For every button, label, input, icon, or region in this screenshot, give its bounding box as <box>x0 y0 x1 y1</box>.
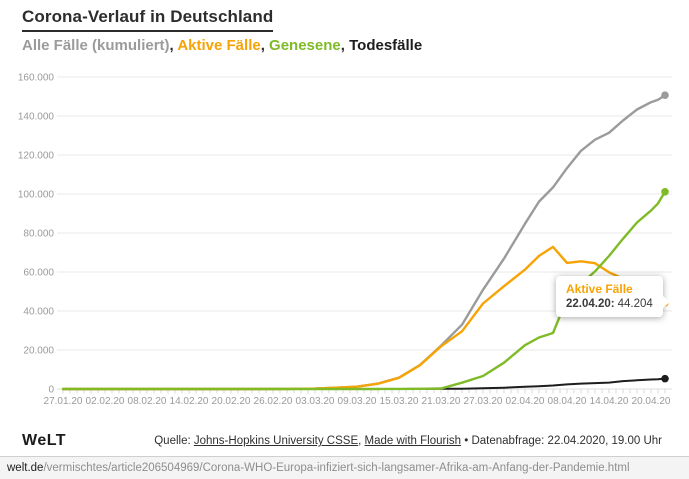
svg-text:100.000: 100.000 <box>18 190 55 201</box>
legend-item-alle-faelle: Alle Fälle (kumuliert) <box>22 37 170 54</box>
svg-text:27.03.20: 27.03.20 <box>464 396 503 407</box>
series-genesene[interactable] <box>61 187 669 391</box>
svg-text:09.03.20: 09.03.20 <box>338 396 377 407</box>
svg-text:140.000: 140.000 <box>18 112 55 123</box>
series-end-marker[interactable] <box>661 374 669 383</box>
series-todesf-lle[interactable] <box>62 374 669 390</box>
legend-item-genesene: Genesene <box>269 37 341 54</box>
source-attribution: Quelle: Johns-Hopkins University CSSE, M… <box>154 435 662 447</box>
y-axis-labels: 0 20.000 40.000 60.000 80.000 100.000 120.000 1… <box>18 73 55 396</box>
url-domain: welt.de <box>7 462 44 474</box>
legend-separator: , <box>260 37 270 54</box>
svg-text:14.02.20: 14.02.20 <box>170 396 209 407</box>
tooltip-series-name: Aktive Fälle <box>566 282 633 296</box>
footer: WeLT Quelle: Johns-Hopkins University CS… <box>0 430 689 452</box>
source-link-jhu[interactable]: Johns-Hopkins University CSSE <box>193 435 359 447</box>
y-gridlines <box>57 76 672 390</box>
svg-text:03.03.20: 03.03.20 <box>296 396 335 407</box>
svg-text:21.03.20: 21.03.20 <box>422 396 461 407</box>
welt-logo: WeLT <box>22 432 67 449</box>
tooltip: Aktive Fälle 22.04.20: 44.204 <box>556 276 670 317</box>
svg-text:14.04.20: 14.04.20 <box>590 396 629 407</box>
chart-title: Corona-Verlauf in Deutschland <box>22 7 274 32</box>
legend-item-todesfaelle: Todesfälle <box>349 37 423 54</box>
tooltip-value-line: 22.04.20: 44.204 <box>566 298 653 310</box>
source-separator: , <box>358 435 365 447</box>
svg-text:20.04.20: 20.04.20 <box>632 396 671 407</box>
chart-legend: Alle Fälle (kumuliert), Aktive Fälle, Ge… <box>22 37 422 54</box>
x-axis-labels: 27.01.20 02.02.20 08.02.20 14.02.20 20.02.20… <box>44 396 671 407</box>
svg-text:26.02.20: 26.02.20 <box>254 396 293 407</box>
svg-text:160.000: 160.000 <box>18 73 55 84</box>
svg-text:40.000: 40.000 <box>23 307 54 318</box>
source-suffix: • Datenabfrage: 22.04.2020, 19.00 Uhr <box>461 435 662 447</box>
legend-item-aktive-faelle: Aktive Fälle <box>177 37 261 54</box>
svg-text:80.000: 80.000 <box>23 229 54 240</box>
series-alle-f-lle-kumuliert[interactable] <box>61 91 669 391</box>
legend-separator: , <box>169 37 178 54</box>
tooltip-notch <box>662 296 670 308</box>
chart-header: Corona-Verlauf in Deutschland <box>22 7 274 32</box>
svg-text:08.04.20: 08.04.20 <box>548 396 587 407</box>
series-end-marker[interactable] <box>661 91 669 100</box>
svg-text:60.000: 60.000 <box>23 268 54 279</box>
legend-separator: , <box>340 37 350 54</box>
svg-text:27.01.20: 27.01.20 <box>44 396 83 407</box>
svg-text:20.000: 20.000 <box>23 346 54 357</box>
tooltip-date: 22.04.20: <box>566 298 615 310</box>
svg-text:20.02.20: 20.02.20 <box>212 396 251 407</box>
svg-text:120.000: 120.000 <box>18 151 55 162</box>
tooltip-value: 44.204 <box>617 298 653 310</box>
svg-text:02.02.20: 02.02.20 <box>86 396 125 407</box>
url-bar[interactable]: welt.de/vermischtes/article206504969/Cor… <box>0 456 689 479</box>
svg-text:15.03.20: 15.03.20 <box>380 396 419 407</box>
svg-text:0: 0 <box>48 385 54 396</box>
svg-text:08.02.20: 08.02.20 <box>128 396 167 407</box>
url-path: /vermischtes/article206504969/Corona-WHO… <box>43 462 630 474</box>
svg-text:02.04.20: 02.04.20 <box>506 396 545 407</box>
source-link-flourish[interactable]: Made with Flourish <box>364 435 462 447</box>
source-prefix: Quelle: <box>154 435 194 447</box>
series-aktive-f-lle[interactable] <box>61 245 669 391</box>
series-end-marker[interactable] <box>661 187 669 196</box>
